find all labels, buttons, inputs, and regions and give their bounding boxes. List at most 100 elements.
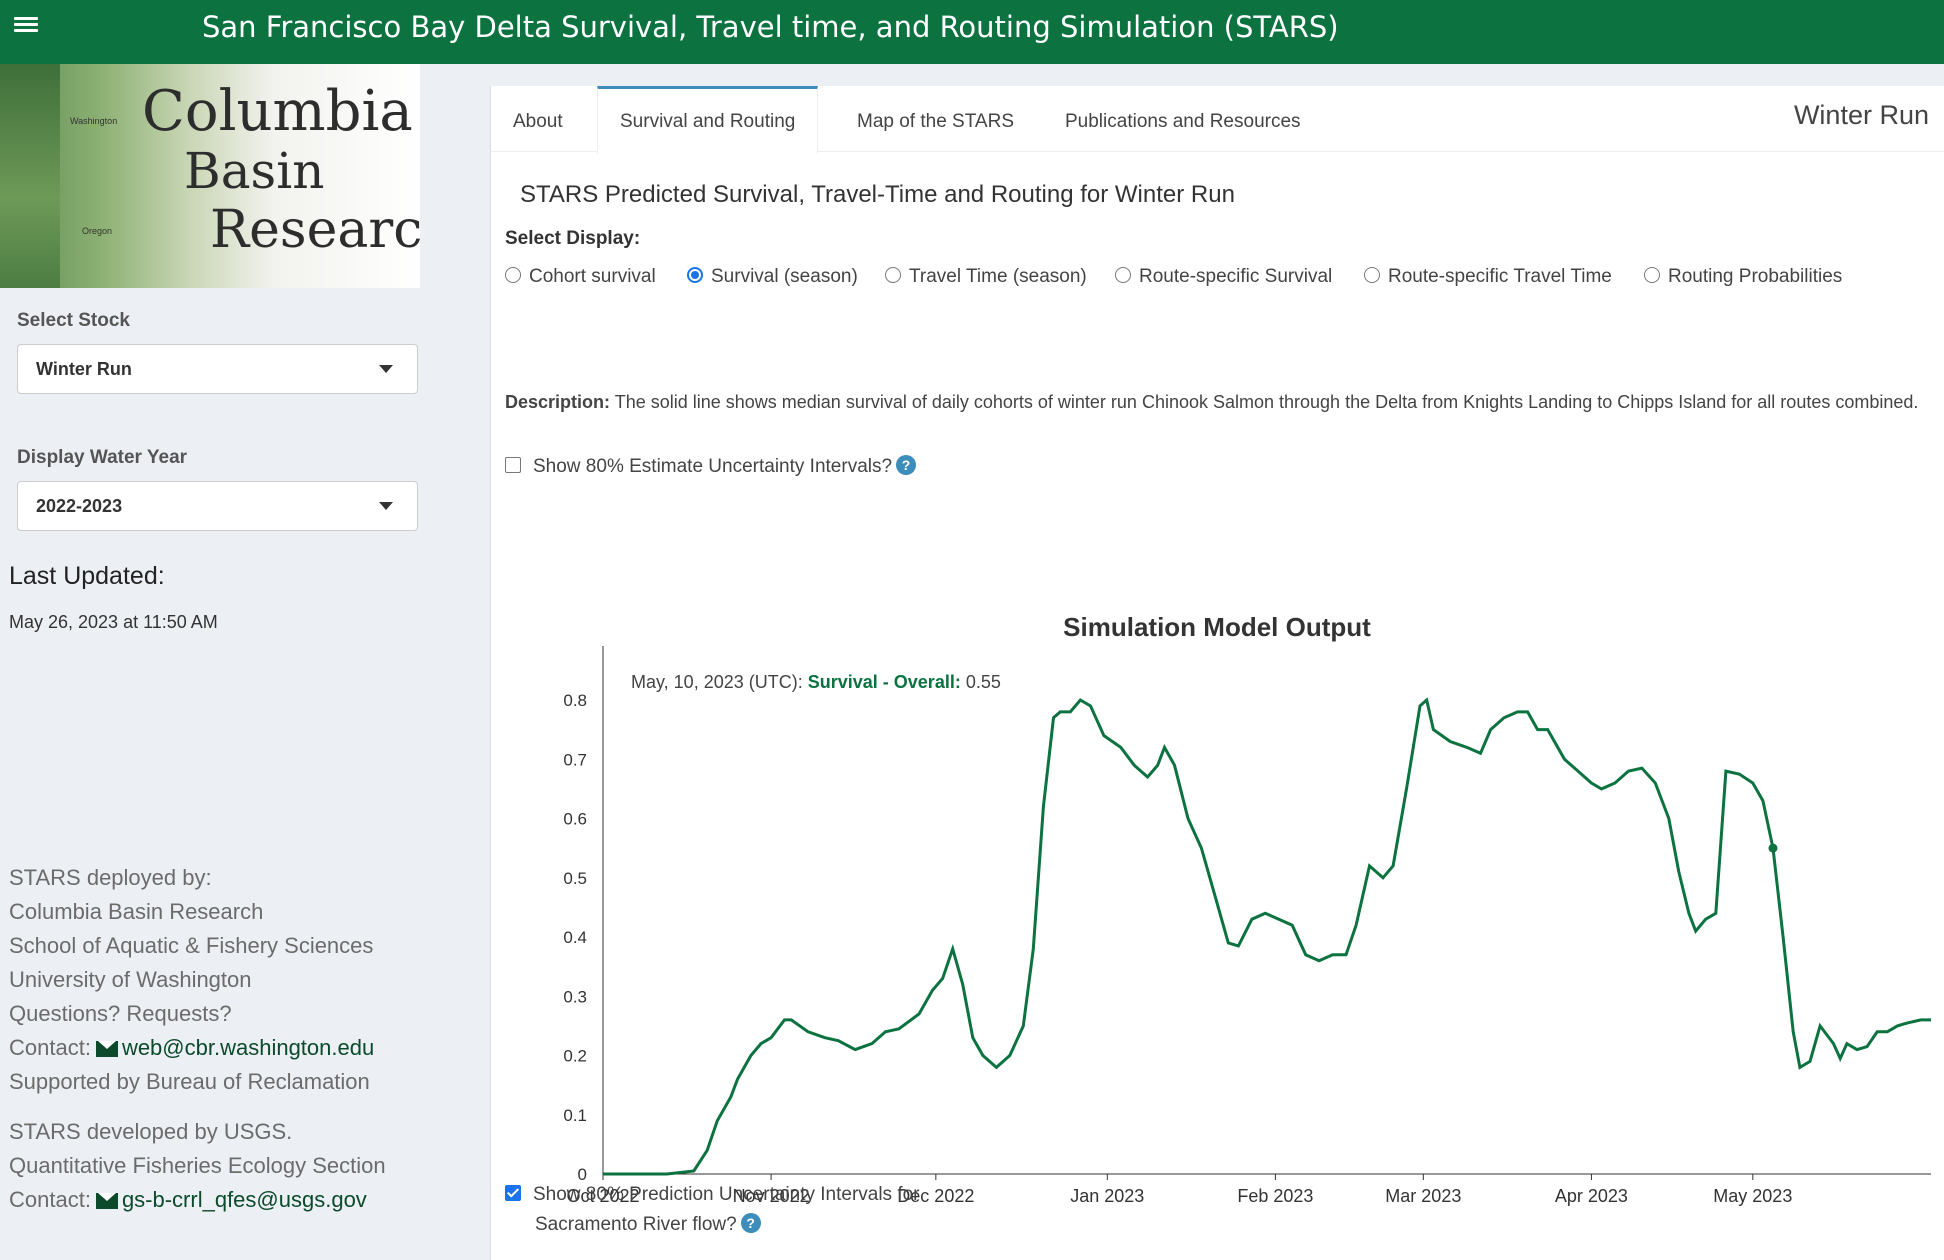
deployed-by-label: STARS deployed by: <box>9 865 212 890</box>
tooltip-date: May, 10, 2023 (UTC): <box>631 672 803 692</box>
radio-route-specific-survival[interactable]: Route-specific Survival <box>1115 266 1332 290</box>
chart-tooltip: May, 10, 2023 (UTC): Survival - Overall:… <box>631 672 1001 692</box>
survival-line-chart: Simulation Model Output 0 0.1 0.2 0.3 0.4 0.5… <box>563 612 1931 1206</box>
y-tick-label: 0 <box>578 1165 587 1184</box>
tooltip-series: Survival - Overall <box>808 672 955 692</box>
y-tick-label: 0.2 <box>563 1047 587 1066</box>
contact-line: Contact: gs-b-crrl_qfes@usgs.gov <box>9 1187 367 1213</box>
logo-state-label: Washington <box>70 116 118 126</box>
y-tick-label: 0.6 <box>563 810 587 829</box>
estimate-uncertainty-checkbox[interactable] <box>505 456 521 473</box>
help-icon[interactable]: ? <box>740 1212 761 1233</box>
logo-state-label: Oregon <box>82 226 113 236</box>
radio-label: Travel Time (season) <box>909 266 1087 287</box>
chevron-down-icon <box>379 502 393 510</box>
x-tick-label: Feb 2023 <box>1237 1186 1313 1206</box>
y-tick-label: 0.8 <box>563 691 587 710</box>
contact-email-link[interactable]: gs-b-crrl_qfes@usgs.gov <box>121 1187 367 1212</box>
x-axis: Oct 2022 Nov 2022 Dec 2022 Jan 2023 Feb 2023… <box>566 1174 1792 1206</box>
survival-overall-line[interactable] <box>603 697 1931 1176</box>
checkbox-label: Show 80% Estimate Uncertainty Intervals? <box>533 456 893 477</box>
x-tick-label: Mar 2023 <box>1385 1186 1461 1206</box>
estimate-uncertainty-checkbox-row[interactable]: Show 80% Estimate Uncertainty Intervals?… <box>505 454 917 478</box>
radio-cohort-survival[interactable]: Cohort survival <box>505 266 656 290</box>
radio-circle[interactable] <box>885 266 901 283</box>
tab-bar-title: Winter Run <box>1793 100 1929 130</box>
y-tick-label: 0.4 <box>563 928 587 947</box>
x-tick-label: Apr 2023 <box>1555 1186 1628 1206</box>
contact-line: Contact: web@cbr.washington.edu <box>9 1035 374 1061</box>
radio-circle[interactable] <box>1115 266 1131 283</box>
radio-circle-selected[interactable] <box>687 266 703 283</box>
x-tick-label: Nov 2022 <box>733 1186 810 1206</box>
logo-text-line: Research <box>210 200 420 260</box>
last-updated-label: Last Updated: <box>9 562 165 590</box>
section-name: Quantitative Fisheries Ecology Section <box>9 1153 386 1178</box>
tab-publications-and-resources[interactable]: Publications and Resources <box>1065 111 1301 132</box>
stock-select[interactable]: Winter Run <box>17 344 418 394</box>
x-tick-label: Jan 2023 <box>1070 1186 1144 1206</box>
org-name: University of Washington <box>9 967 252 992</box>
radio-label: Cohort survival <box>529 266 656 287</box>
water-year-label: Display Water Year <box>17 447 188 468</box>
top-navbar: San Francisco Bay Delta Survival, Travel… <box>0 0 1944 64</box>
tab-map-of-the-stars[interactable]: Map of the STARS <box>857 111 1014 132</box>
tab-survival-and-routing[interactable]: Survival and Routing <box>597 86 819 154</box>
highlight-point[interactable] <box>1768 843 1778 853</box>
checkbox-label: Show 80% Prediction Uncertainty Interval… <box>533 1184 920 1205</box>
radio-circle[interactable] <box>1644 266 1660 283</box>
tab-bar: About Survival and Routing Map of the ST… <box>491 86 1944 154</box>
y-axis: 0 0.1 0.2 0.3 0.4 0.5 0.6 0.7 0.8 <box>563 691 587 1184</box>
prediction-uncertainty-checkbox[interactable] <box>505 1184 521 1201</box>
radio-survival-season[interactable]: Survival (season) <box>687 266 858 290</box>
select-stock-label: Select Stock <box>17 310 130 331</box>
radio-circle[interactable] <box>505 266 521 283</box>
developed-by-text: STARS developed by USGS. <box>9 1119 293 1144</box>
questions-text: Questions? Requests? <box>9 1001 232 1026</box>
contact-email-link[interactable]: web@cbr.washington.edu <box>121 1035 375 1060</box>
envelope-icon <box>95 1041 118 1057</box>
y-tick-label: 0.1 <box>563 1106 587 1125</box>
envelope-icon <box>95 1193 118 1209</box>
radio-routing-probabilities[interactable]: Routing Probabilities <box>1644 266 1842 290</box>
radio-route-specific-travel-time[interactable]: Route-specific Travel Time <box>1364 266 1612 290</box>
columbia-basin-research-logo: Washington Oregon Columbia Basin Researc… <box>0 64 420 288</box>
page-heading: STARS Predicted Survival, Travel-Time an… <box>520 181 1235 208</box>
radio-label: Routing Probabilities <box>1668 266 1843 287</box>
radio-label: Route-specific Survival <box>1139 266 1333 287</box>
org-name: School of Aquatic & Fishery Sciences <box>9 933 374 958</box>
supported-by-text: Supported by Bureau of Reclamation <box>9 1069 370 1094</box>
prediction-uncertainty-checkbox-row[interactable]: Show 80% Prediction Uncertainty Interval… <box>505 1184 920 1206</box>
tab-about[interactable]: About <box>513 111 563 132</box>
help-icon[interactable]: ? <box>896 454 917 475</box>
x-tick-label: Dec 2022 <box>897 1186 974 1206</box>
logo-text-line: Basin <box>184 142 325 200</box>
water-year-select[interactable]: 2022-2023 <box>17 481 418 531</box>
stock-select-value: Winter Run <box>36 359 132 379</box>
org-name: Columbia Basin Research <box>9 899 264 924</box>
radio-circle[interactable] <box>1364 266 1380 283</box>
sidebar: Washington Oregon Columbia Basin Researc… <box>0 64 444 1260</box>
prediction-uncertainty-label-line2: Sacramento River flow?? <box>535 1212 761 1236</box>
y-tick-label: 0.7 <box>563 750 587 769</box>
y-tick-label: 0.3 <box>563 987 587 1006</box>
contact-label: Contact: <box>9 1187 91 1212</box>
hamburger-menu-icon[interactable] <box>14 14 38 38</box>
x-tick-label: May 2023 <box>1713 1186 1792 1206</box>
map-coast-graphic <box>0 64 60 288</box>
app-title: San Francisco Bay Delta Survival, Travel… <box>202 10 1339 44</box>
chevron-down-icon <box>379 365 393 373</box>
description-text: The solid line shows median survival of … <box>614 392 1919 412</box>
description-label: Description: <box>505 392 611 412</box>
radio-label: Survival (season) <box>711 266 858 287</box>
last-updated-value: May 26, 2023 at 11:50 AM <box>9 612 218 632</box>
checkbox-label: Sacramento River flow? <box>535 1214 737 1235</box>
radio-travel-time-season[interactable]: Travel Time (season) <box>885 266 1087 290</box>
y-tick-label: 0.5 <box>563 869 587 888</box>
contact-label: Contact: <box>9 1035 91 1060</box>
water-year-select-value: 2022-2023 <box>36 496 123 516</box>
tooltip-value: 0.55 <box>966 672 1001 692</box>
radio-label: Route-specific Travel Time <box>1388 266 1612 287</box>
chart-title: Simulation Model Output <box>1063 612 1371 642</box>
main-panel: About Survival and Routing Map of the ST… <box>490 86 1944 1260</box>
